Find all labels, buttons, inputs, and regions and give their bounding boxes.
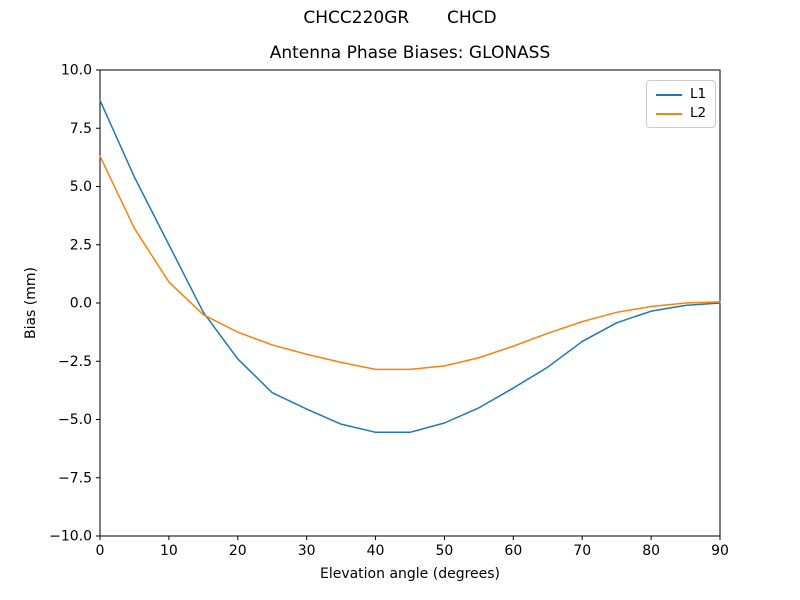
x-tick-label: 0: [96, 543, 105, 559]
y-axis-label: Bias (mm): [23, 266, 39, 340]
legend-line-sample: [656, 112, 682, 115]
chart-title: Antenna Phase Biases: GLONASS: [269, 43, 551, 63]
x-tick-label: 70: [573, 543, 591, 559]
y-tick-label: 7.5: [70, 121, 92, 137]
x-tick-label: 90: [711, 543, 729, 559]
legend: L1 L2: [646, 80, 717, 128]
y-tick-label: −7.5: [58, 470, 92, 486]
x-axis-label: Elevation angle (degrees): [319, 566, 501, 582]
y-tick-label: 2.5: [70, 237, 92, 253]
series-line-l1: [99, 99, 721, 434]
legend-label: L2: [690, 105, 707, 121]
figure-suptitle: CHCC220GR CHCD: [303, 8, 497, 28]
y-tick-label: −5.0: [58, 412, 92, 428]
y-tick-label: 5.0: [70, 179, 92, 195]
x-tick-label: 60: [504, 543, 522, 559]
x-tick-label: 50: [436, 543, 454, 559]
x-tick-label: 30: [298, 543, 316, 559]
legend-label: L1: [690, 86, 707, 102]
legend-entry-l2: L2: [656, 104, 706, 123]
x-tick-label: 10: [160, 543, 178, 559]
legend-entry-l1: L1: [656, 85, 706, 104]
y-tick-label: 0.0: [70, 296, 92, 312]
series-line-l2: [99, 155, 721, 371]
y-tick-label: −10.0: [49, 529, 92, 545]
y-tick-label: 10.0: [61, 63, 92, 79]
x-tick-label: 40: [367, 543, 385, 559]
x-tick-label: 20: [229, 543, 247, 559]
axes-spines: [99, 69, 721, 537]
x-tick-label: 80: [642, 543, 660, 559]
y-tick-label: −2.5: [58, 354, 92, 370]
legend-line-sample: [656, 93, 682, 96]
